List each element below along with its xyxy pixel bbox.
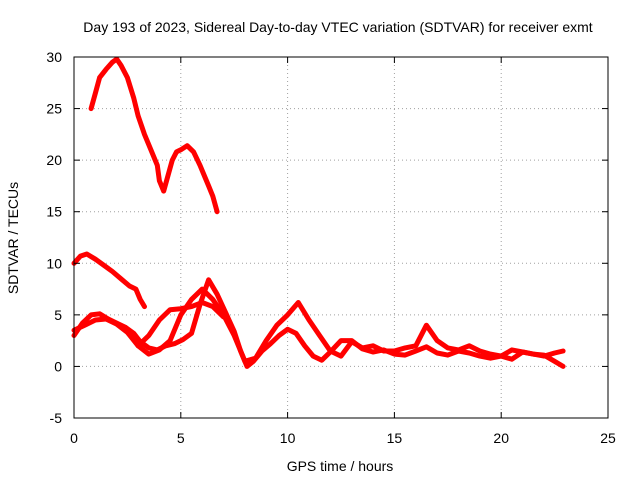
series-line-track-a — [71, 277, 566, 369]
plot-frame — [73, 56, 609, 419]
y-tick-label: 20 — [46, 152, 62, 168]
y-tick-label: 10 — [46, 255, 62, 271]
y-tick-label: -5 — [50, 410, 63, 426]
chart-title: Day 193 of 2023, Sidereal Day-to-day VTE… — [83, 19, 592, 35]
x-tick-label: 20 — [493, 430, 509, 446]
series-line-track-c — [135, 300, 226, 349]
x-tick-label: 15 — [387, 430, 403, 446]
series-line-track-mid — [71, 251, 147, 310]
axis-ticks: 0 5 10 15 20 25 -5 0 5 10 15 20 25 30 — [46, 49, 616, 446]
x-tick-label: 0 — [70, 430, 78, 446]
y-tick-label: 15 — [46, 204, 62, 220]
y-axis-label: SDTVAR / TECUs — [5, 182, 21, 294]
series-line-track-b — [71, 286, 566, 364]
x-tick-label: 10 — [280, 430, 296, 446]
y-tick-label: 0 — [54, 358, 62, 374]
x-tick-label: 25 — [600, 430, 616, 446]
y-tick-label: 25 — [46, 101, 62, 117]
y-tick-label: 30 — [46, 49, 62, 65]
y-tick-label: 5 — [54, 307, 62, 323]
grid-lines — [74, 57, 608, 418]
series-group — [71, 56, 566, 369]
series-line-track-high — [88, 56, 220, 215]
x-tick-label: 5 — [177, 430, 185, 446]
x-axis-label: GPS time / hours — [287, 458, 394, 474]
